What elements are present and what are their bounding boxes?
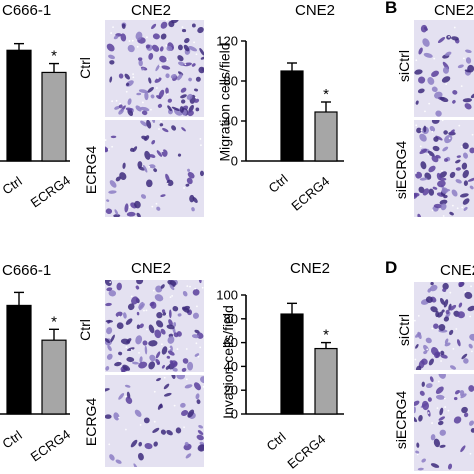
micrograph-b-sictrl xyxy=(414,20,474,117)
c666-invasion-bar-ctrl xyxy=(6,304,32,415)
c666-migration-title: C666-1 xyxy=(2,2,52,19)
invasion-ytick-label-2: 40 xyxy=(224,359,238,374)
invasion-bar-chart: 0 20 40 60 80 100 * xyxy=(216,288,344,422)
micrograph-migration-ctrl xyxy=(105,20,204,117)
micrograph-d-sictrl xyxy=(414,282,474,370)
c666-invasion-significance-marker: * xyxy=(51,313,57,330)
invasion-ytick-label-0: 0 xyxy=(231,407,238,422)
panel-d-letter: D xyxy=(385,258,398,277)
invasion-ytick-label-5: 100 xyxy=(216,288,238,303)
cell-texture xyxy=(414,282,474,370)
cell-texture xyxy=(105,375,204,467)
c666-migration-significance-marker: * xyxy=(51,48,57,65)
migration-significance-marker: * xyxy=(323,86,329,103)
c666-migration-bar-ctrl xyxy=(6,49,32,162)
invasion-ytick-label-4: 80 xyxy=(224,311,238,326)
migration-ytick-label-0: 0 xyxy=(231,154,238,169)
cell-texture xyxy=(105,20,204,117)
row-label-sictrl-top: siCtrl xyxy=(395,50,412,82)
invasion-bar-ctrl xyxy=(280,313,304,415)
invasion-ytick-label-3: 60 xyxy=(224,335,238,350)
cell-texture xyxy=(414,374,474,471)
panel-b-title: CNE2 xyxy=(434,2,474,19)
migration-ytick-label-3: 120 xyxy=(216,34,238,49)
c666-invasion-chart: * xyxy=(0,291,70,415)
invasion-chart-title: CNE2 xyxy=(290,260,331,277)
cell-texture xyxy=(105,120,204,217)
micrograph-migration-ecrg4 xyxy=(105,120,204,217)
migration-ytick-label-1: 40 xyxy=(224,114,238,129)
micrograph-invasion-ctrl xyxy=(105,280,204,372)
cne2-migration-images-title: CNE2 xyxy=(131,2,172,19)
panel-d-title: CNE2 xyxy=(440,262,474,279)
invasion-bar-ecrg4 xyxy=(314,347,338,415)
invasion-ylabel: Invasion cells/field xyxy=(219,305,236,419)
migration-bar-chart: 0 40 80 120 * xyxy=(216,34,344,169)
row-label-sictrl-bottom: siCtrl xyxy=(395,314,412,346)
cell-texture xyxy=(414,20,474,117)
panel-b-letter: B xyxy=(385,0,398,17)
migration-chart-title: CNE2 xyxy=(295,2,336,19)
row-label-siecrg4-bottom: siECRG4 xyxy=(393,390,410,450)
cell-texture xyxy=(414,120,474,217)
cne2-invasion-images-title: CNE2 xyxy=(131,260,172,277)
micrograph-d-siecrg4 xyxy=(414,374,474,471)
invasion-significance-marker: * xyxy=(323,327,329,344)
cell-texture xyxy=(105,280,204,372)
micrograph-invasion-ecrg4 xyxy=(105,375,204,467)
migration-ytick-label-2: 80 xyxy=(224,74,238,89)
invasion-ytick-label-1: 20 xyxy=(224,383,238,398)
c666-invasion-title: C666-1 xyxy=(2,262,52,279)
micrograph-b-siecrg4 xyxy=(414,120,474,217)
row-label-siecrg4-top: siECRG4 xyxy=(393,140,410,200)
c666-migration-chart: * xyxy=(0,42,70,162)
c666-invasion-bar-ecrg4 xyxy=(41,339,67,415)
